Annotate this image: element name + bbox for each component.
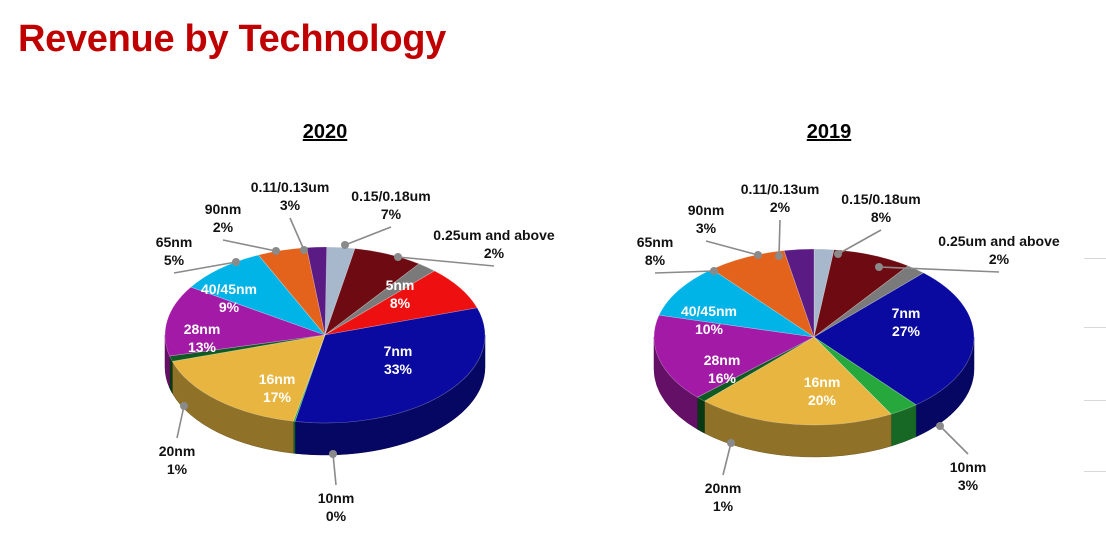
edge-divider	[1084, 400, 1106, 401]
pie-top-2019	[653, 248, 975, 426]
slice-label-10nm: 10nm 0%	[318, 490, 355, 524]
pie-side-2020	[164, 334, 486, 456]
slice-label-0-25um-and-above: 0.25um and above 2%	[938, 233, 1060, 267]
leader-dot-65nm	[232, 258, 240, 266]
slice-label-10nm: 10nm 3%	[950, 459, 987, 493]
edge-divider	[1084, 258, 1106, 259]
pie-slice-7nm	[813, 272, 975, 406]
slice-label-0-25um-and-above: 0.25um and above 2%	[433, 227, 555, 261]
slice-label-16nm: 16nm 17%	[259, 371, 296, 405]
pie-labels-2019: 0.11/0.13um 2% 0.15/0.18um 8% 0.25um and abo…	[637, 181, 1060, 514]
slice-label-0-15-0-18um: 0.15/0.18um 7%	[351, 188, 430, 222]
leader-dot-0-11-0-13um	[300, 246, 308, 254]
leader-dot-65nm	[710, 267, 718, 275]
pie-side-20nm	[169, 355, 173, 395]
leader-line-0-15-0-18um	[837, 229, 882, 255]
slice-label-0-15-0-18um: 0.15/0.18um 8%	[841, 191, 920, 225]
slice-label-90nm: 90nm 3%	[688, 202, 725, 236]
slice-label-0-11-0-13um: 0.11/0.13um 3%	[251, 179, 330, 213]
slice-label-40-45nm: 40/45nm 9%	[201, 281, 257, 315]
slice-label-7nm: 7nm 27%	[892, 305, 921, 339]
pie-slice-16nm	[171, 334, 326, 422]
pie-top-2020	[164, 246, 486, 424]
leader-line-65nm	[654, 270, 715, 274]
leader-line-0-11-0-13um	[778, 219, 781, 257]
pie-chart-2019: 2019 0.11/0.13um 2% 0.15/0.18um 8% 0.25um and…	[637, 121, 1060, 514]
leader-line-10nm	[332, 453, 337, 486]
leader-line-10nm	[939, 425, 969, 455]
pie-slice-10nm	[292, 334, 326, 422]
edge-divider	[1084, 327, 1106, 328]
pie-slice-5nm	[324, 270, 478, 336]
pie-labels-2020: 0.11/0.13um 3% 0.15/0.18um 7%0.25um and abo…	[156, 179, 555, 524]
slice-label-7nm: 7nm 33%	[384, 343, 413, 377]
chart-title-2020: 2020	[303, 121, 348, 143]
leader-line-65nm	[173, 261, 237, 274]
leader-line-20nm	[176, 405, 185, 439]
slice-label-28nm: 28nm 16%	[704, 352, 741, 386]
leader-line-0-11-0-13um	[289, 217, 305, 251]
pie-slice-28nm	[653, 314, 815, 398]
pie-slice-20nm	[696, 336, 815, 402]
slice-label-65nm: 65nm 8%	[637, 234, 674, 268]
slice-label-16nm: 16nm 20%	[804, 374, 841, 408]
pie-side-2019	[653, 336, 975, 458]
leader-line-0-25um-and-above	[878, 266, 1000, 273]
pie-slice-10nm	[813, 336, 917, 415]
pie-slice-28nm	[164, 286, 326, 357]
slice-label-5nm: 5nm 8%	[386, 277, 415, 311]
leader-line-90nm	[222, 239, 277, 252]
leader-line-20nm	[722, 442, 732, 476]
edge-divider	[1084, 471, 1106, 472]
slice-label-20nm: 20nm 1%	[159, 443, 196, 477]
slice-label-20nm: 20nm 1%	[705, 480, 742, 514]
pie-slice-0-15-0-18um	[813, 249, 909, 338]
slice-label-90nm: 90nm 2%	[205, 201, 242, 235]
slice-label-65nm: 65nm 5%	[156, 234, 193, 268]
pie-slice-0-15-0-18um	[324, 248, 420, 336]
slice-label-28nm: 28nm 13%	[184, 321, 221, 355]
pie-slice-90nm	[783, 248, 815, 338]
leader-dot-0-15-0-18um	[834, 250, 842, 258]
leader-line-0-15-0-18um	[344, 226, 392, 246]
page-title: Revenue by Technology	[18, 18, 446, 60]
leader-dot-10nm	[329, 450, 337, 458]
leader-dot-0-15-0-18um	[341, 241, 349, 249]
pie-slice-20nm	[169, 334, 326, 362]
pie-slice-7nm	[294, 307, 486, 424]
pie-chart-2020: 2020 0.11/0.13um 3% 0.15/0.18um 7%0.25um and…	[156, 121, 555, 524]
leader-line-90nm	[705, 240, 759, 256]
slice-label-40-45nm: 40/45nm 10%	[681, 303, 737, 337]
leader-dot-90nm	[272, 247, 280, 255]
leader-dot-10nm	[936, 422, 944, 430]
leader-dot-0-25um-and-above	[394, 253, 402, 261]
pie-slice-40-45nm	[190, 254, 326, 336]
leader-line-0-25um-and-above	[397, 256, 495, 267]
pie-slice-0-11-0-13um	[813, 248, 835, 338]
chart-title-2019: 2019	[807, 121, 852, 143]
slice-label-0-11-0-13um: 0.11/0.13um 2%	[741, 181, 820, 215]
leader-dot-20nm	[727, 439, 735, 447]
leader-dot-90nm	[754, 251, 762, 259]
pie-slice-0-25um-and-above	[324, 263, 436, 336]
leader-dot-0-25um-and-above	[875, 263, 883, 271]
leader-dot-0-11-0-13um	[775, 252, 783, 260]
leader-dot-20nm	[180, 402, 188, 410]
pie-slice-16nm	[703, 336, 892, 426]
pie-side-20nm	[697, 396, 705, 434]
